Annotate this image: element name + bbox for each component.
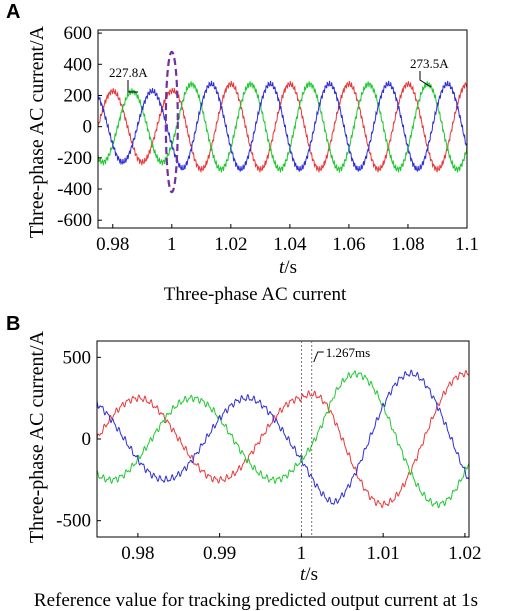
y-axis-label: Three-phase AC current/A xyxy=(26,25,48,238)
x-tick-label: 1.02 xyxy=(448,543,481,564)
panel-a: A Three-phase AC current/A 600 400 200 0 -20… xyxy=(6,1,479,305)
y-tick-label: 600 xyxy=(64,23,93,44)
x-tick-label: 1.02 xyxy=(214,234,247,255)
x-axis-unit: /s xyxy=(305,564,318,585)
annotation-leader xyxy=(419,71,432,88)
plot-frame xyxy=(97,29,468,229)
y-tick-label: -500 xyxy=(56,511,91,532)
y-tick-label: -400 xyxy=(57,179,92,200)
x-tick-labels: 0.98 1 1.02 1.04 1.06 1.08 1.1 xyxy=(96,224,479,255)
annotations: 227.8A 273.5A xyxy=(109,50,449,194)
series-group xyxy=(96,369,470,509)
annotation-label: 227.8A xyxy=(109,65,148,80)
y-tick-label: 0 xyxy=(83,117,93,138)
x-tick-label: 1 xyxy=(297,543,307,564)
x-axis-var: t xyxy=(279,257,285,278)
series-line-3 xyxy=(97,80,468,172)
y-tick-label: 0 xyxy=(82,429,92,450)
x-tick-label: 1.06 xyxy=(332,234,365,255)
series-group xyxy=(97,80,468,173)
x-axis-label: t/s xyxy=(300,564,318,585)
y-tick-label: 200 xyxy=(64,85,93,106)
x-tick-label: 1.04 xyxy=(273,234,307,255)
panel-letter-a: A xyxy=(6,1,20,23)
caption-b: Reference value for tracking predicted o… xyxy=(34,590,478,611)
x-axis-label: t/s xyxy=(279,257,297,278)
y-axis-label: Three-phase AC current/A xyxy=(26,330,48,543)
x-axis-unit: /s xyxy=(284,257,297,278)
x-tick-label: 0.98 xyxy=(96,234,129,255)
panel-letter-b: B xyxy=(6,313,20,335)
series-line-2 xyxy=(96,370,470,509)
series-line-3 xyxy=(96,369,470,505)
y-tick-labels: 500 0 -500 xyxy=(56,347,101,532)
x-tick-label: 1.1 xyxy=(455,234,479,255)
x-tick-label: 0.99 xyxy=(203,543,236,564)
y-tick-label: -600 xyxy=(57,210,92,231)
series-line-1 xyxy=(96,370,470,509)
x-tick-label: 0.98 xyxy=(121,543,154,564)
annotation-leader xyxy=(313,351,324,363)
annotation-leader xyxy=(127,80,138,93)
x-tick-label: 1.01 xyxy=(367,543,400,564)
y-tick-label: 400 xyxy=(64,54,93,75)
y-tick-labels: 600 400 200 0 -200 -400 -600 xyxy=(57,23,102,231)
annotation-label: 1.267ms xyxy=(326,345,370,360)
panel-b: B Three-phase AC current/A 500 0 -500 0.98… xyxy=(6,313,482,611)
x-axis-var: t xyxy=(300,564,306,585)
caption-a: Three-phase AC current xyxy=(164,284,347,305)
x-tick-label: 1 xyxy=(167,234,177,255)
annotations: 1.267ms xyxy=(300,341,370,537)
annotation-label: 273.5A xyxy=(410,56,449,71)
x-tick-labels: 0.98 0.99 1 1.01 1.02 xyxy=(121,533,482,564)
highlight-ellipse xyxy=(164,50,179,194)
y-tick-label: -200 xyxy=(57,148,92,169)
series-line-1 xyxy=(97,80,468,173)
y-tick-label: 500 xyxy=(63,347,92,368)
x-tick-label: 1.08 xyxy=(391,234,424,255)
series-line-2 xyxy=(97,81,468,173)
